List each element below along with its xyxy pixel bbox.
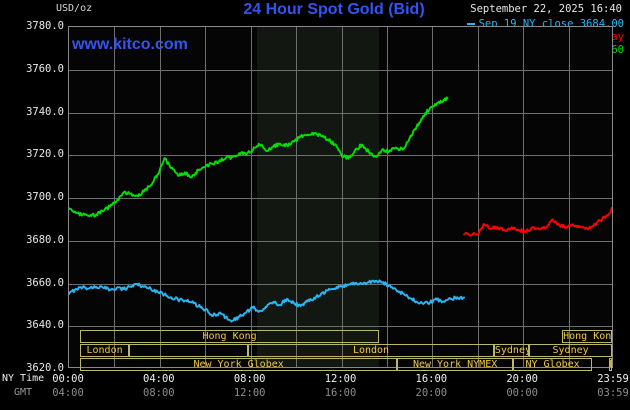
timestamp-label: September 22, 2025 16:40 (470, 3, 622, 15)
session-bar-new-york-globex: New York Globex (608, 358, 612, 371)
gridline-vertical (523, 27, 524, 367)
gridline-vertical (205, 27, 206, 367)
yaxis-tick-label: 3620.0 (26, 362, 64, 374)
gmt-time-tick: 08:00 (143, 387, 175, 399)
gmt-time-tick: 20:00 (415, 387, 448, 399)
gmt-time-tick: 12:00 (233, 387, 266, 399)
session-bar-sydney: Sydney (493, 344, 530, 357)
yaxis-tick-label: 3700.0 (26, 191, 64, 203)
session-bar (129, 344, 249, 357)
gridline-horizontal (69, 112, 612, 114)
ny-time-tick: 04:00 (143, 373, 175, 385)
gridline-horizontal (69, 69, 612, 71)
gridline-vertical (342, 27, 343, 367)
yaxis-tick-label: 3720.0 (26, 148, 64, 161)
axis-label-gmt: GMT (14, 387, 33, 398)
ny-time-tick: 08:00 (233, 373, 266, 385)
series-line-0 (69, 279, 466, 323)
ny-time-tick: 00:00 (52, 373, 84, 385)
yaxis-unit-label: USD/oz (56, 3, 93, 14)
gmt-time-tick: 04:00 (52, 387, 84, 399)
session-bar-new-york-globex: New York Globex (80, 358, 398, 371)
ny-time-tick: 20:00 (506, 373, 538, 385)
yaxis-tick-label: 3760.0 (26, 62, 64, 75)
gridline-vertical (432, 27, 433, 367)
session-bar-new-york-nymex: New York NYMEX (397, 358, 513, 371)
gmt-time-tick: 16:00 (324, 387, 357, 399)
gridline-horizontal (69, 198, 612, 199)
gmt-time-tick: 03:59 (597, 387, 629, 399)
yaxis-tick-label: 3780.0 (26, 20, 64, 32)
plot-area (68, 26, 613, 368)
session-bar-london: London (80, 344, 130, 357)
session-bar-hong-kong: Hong Kong (80, 330, 380, 343)
gridline-vertical (251, 27, 252, 367)
gridline-horizontal (69, 155, 612, 157)
gridline-horizontal (69, 240, 612, 242)
yaxis-tick-label: 3740.0 (26, 105, 64, 118)
series-line-2 (69, 96, 449, 218)
legend-swatch-prev_close (466, 23, 475, 25)
yaxis-tick-label: 3640.0 (26, 319, 64, 332)
session-bar-sydney: Sydney (529, 344, 612, 357)
gridline-vertical (387, 27, 388, 367)
gridline-vertical (478, 27, 479, 367)
series-lines (69, 96, 612, 323)
session-bar-london: London (248, 344, 494, 357)
gridline-vertical (114, 27, 115, 367)
kitco-watermark: www.kitco.com (72, 36, 188, 53)
ny-time-tick: 16:00 (415, 373, 448, 385)
ny-time-tick: 12:00 (324, 373, 357, 385)
session-bar-hong-kong: Hong Kong (562, 330, 612, 343)
gridline-vertical (569, 27, 570, 367)
time-axis: NY Time GMT 00:00 04:00 04:00 08:00 08:00 12:… (0, 372, 630, 410)
gridline-horizontal (69, 283, 612, 285)
session-shade-region (257, 27, 379, 367)
axis-label-ny-time: NY Time (2, 373, 45, 384)
ny-time-tick: 23:59 (597, 373, 629, 385)
gmt-time-tick: 00:00 (506, 387, 538, 399)
gridline-vertical (160, 27, 161, 367)
chart-title: 24 Hour Spot Gold (Bid) (243, 1, 425, 18)
yaxis-tick-label: 3680.0 (26, 233, 64, 246)
gridline-horizontal (69, 326, 612, 328)
gridline-vertical (296, 27, 297, 367)
session-bar-ny-globex: NY Globex (512, 358, 593, 371)
series-line-1 (463, 206, 612, 237)
yaxis-tick-label: 3660.0 (26, 276, 64, 289)
